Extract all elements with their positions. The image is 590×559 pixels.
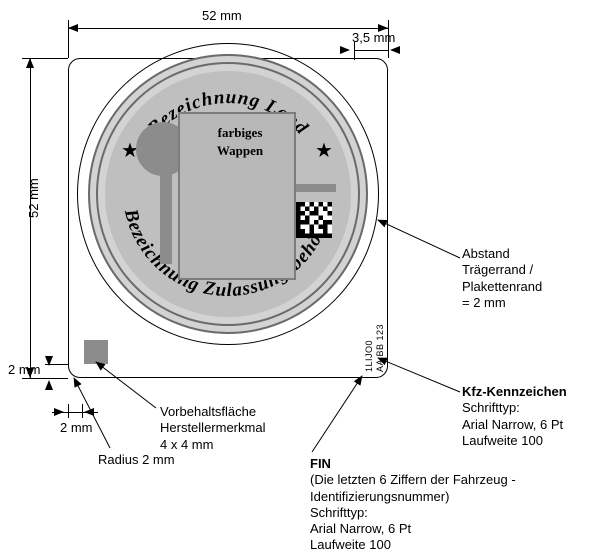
callout-vorbehalt: Vorbehaltsfläche Herstellermerkmal 4 x 4… bbox=[160, 404, 265, 453]
callout-fin: FIN (Die letzten 6 Ziffern der Fahrzeug … bbox=[310, 456, 516, 554]
callout-kfz: Kfz-Kennzeichen Schrifttyp: Arial Narrow… bbox=[462, 384, 567, 449]
callout-abstand: Abstand Trägerrand / Plakettenrand = 2 m… bbox=[462, 246, 542, 311]
callout-radius: Radius 2 mm bbox=[98, 452, 175, 468]
diagram-stage: Bezeichnung Land Bezeichnung Zulassungsb… bbox=[0, 0, 590, 559]
